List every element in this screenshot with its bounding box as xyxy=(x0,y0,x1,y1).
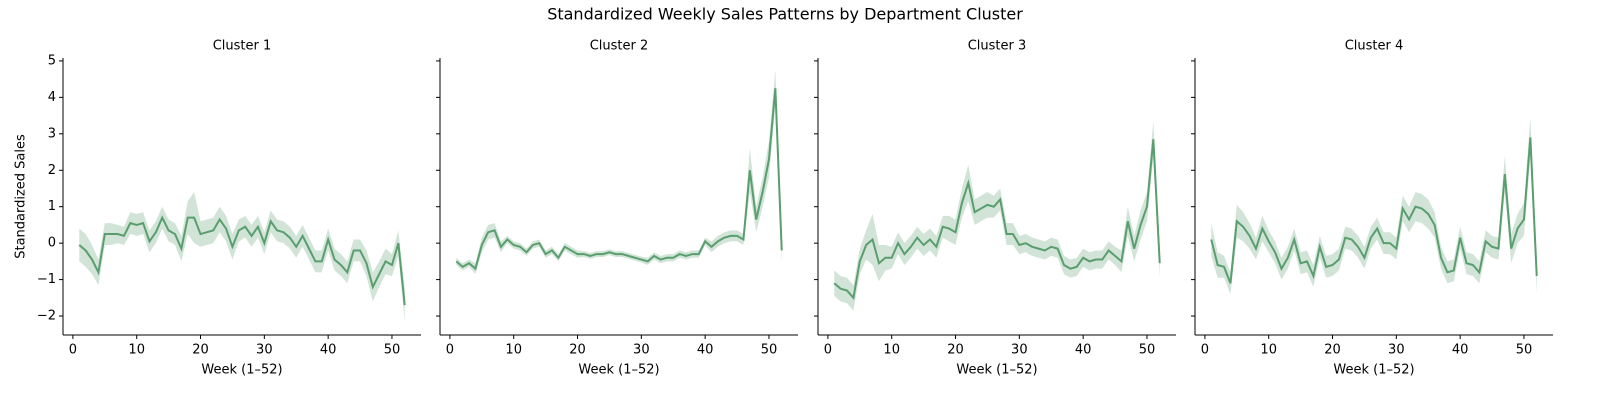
x-tick-label: 0 xyxy=(69,343,77,358)
data-line xyxy=(833,139,1161,301)
confidence-band xyxy=(878,244,886,282)
x-tick-label: 30 xyxy=(1011,343,1028,358)
x-axis-label: Week (1–52) xyxy=(1333,363,1414,378)
x-tick-label: 50 xyxy=(1516,343,1533,358)
y-tick-label: −2 xyxy=(37,309,56,324)
x-tick-label: 40 xyxy=(1075,343,1092,358)
x-tick-label: 10 xyxy=(1260,343,1277,358)
y-tick-label: 1 xyxy=(48,199,56,214)
panel: Cluster 3 0 10 20 30 40 50 Week (1–52) xyxy=(814,39,1176,378)
plot-area xyxy=(78,192,406,322)
x-axis-label: Week (1–52) xyxy=(578,363,659,378)
x-tick-label: 40 xyxy=(1452,343,1469,358)
x-tick-label: 10 xyxy=(128,343,145,358)
x-tick-label: 20 xyxy=(569,343,586,358)
figure-title: Standardized Weekly Sales Patterns by De… xyxy=(547,5,1023,24)
panel-title: Cluster 1 xyxy=(213,39,272,54)
panel-title: Cluster 2 xyxy=(590,39,649,54)
plot-area xyxy=(455,70,783,275)
x-tick-label: 30 xyxy=(633,343,650,358)
panel-title: Cluster 4 xyxy=(1345,39,1404,54)
confidence-band xyxy=(866,213,873,266)
x-tick-label: 20 xyxy=(947,343,964,358)
y-tick-label: 5 xyxy=(48,53,56,68)
y-tick-label: 0 xyxy=(48,236,56,251)
y-tick-label: 2 xyxy=(48,163,56,178)
y-axis-label: Standardized Sales xyxy=(14,134,29,259)
x-tick-label: 30 xyxy=(1388,343,1405,358)
plot-area xyxy=(1210,117,1538,295)
x-tick-label: 20 xyxy=(192,343,209,358)
panel-title: Cluster 3 xyxy=(968,39,1027,54)
x-tick-label: 30 xyxy=(256,343,273,358)
panel: Cluster 1 0 10 20 30 40 50 −2 −1 0 1 2 3 4 5 Week (1–52… xyxy=(14,39,421,378)
x-tick-label: 10 xyxy=(505,343,522,358)
x-axis-label: Week (1–52) xyxy=(201,363,282,378)
data-line xyxy=(1210,137,1538,284)
x-tick-label: 40 xyxy=(320,343,337,358)
x-tick-label: 50 xyxy=(384,343,401,358)
y-tick-label: 3 xyxy=(48,126,56,141)
x-tick-label: 20 xyxy=(1324,343,1341,358)
panel: Cluster 4 0 10 20 30 40 50 Week (1–52) xyxy=(1191,39,1553,378)
x-tick-label: 0 xyxy=(446,343,454,358)
x-tick-label: 10 xyxy=(883,343,900,358)
y-tick-label: −1 xyxy=(37,272,56,287)
x-tick-label: 40 xyxy=(697,343,714,358)
x-axis-label: Week (1–52) xyxy=(956,363,1037,378)
x-tick-label: 50 xyxy=(1139,343,1156,358)
y-tick-label: 4 xyxy=(48,90,56,105)
plot-area xyxy=(833,121,1161,311)
x-tick-label: 50 xyxy=(761,343,778,358)
x-tick-label: 0 xyxy=(824,343,832,358)
data-line xyxy=(78,215,406,306)
x-tick-label: 0 xyxy=(1201,343,1209,358)
confidence-band xyxy=(194,192,201,247)
data-line xyxy=(455,88,783,271)
panel: Cluster 2 0 10 20 30 40 50 Week (1–52) xyxy=(436,39,798,378)
